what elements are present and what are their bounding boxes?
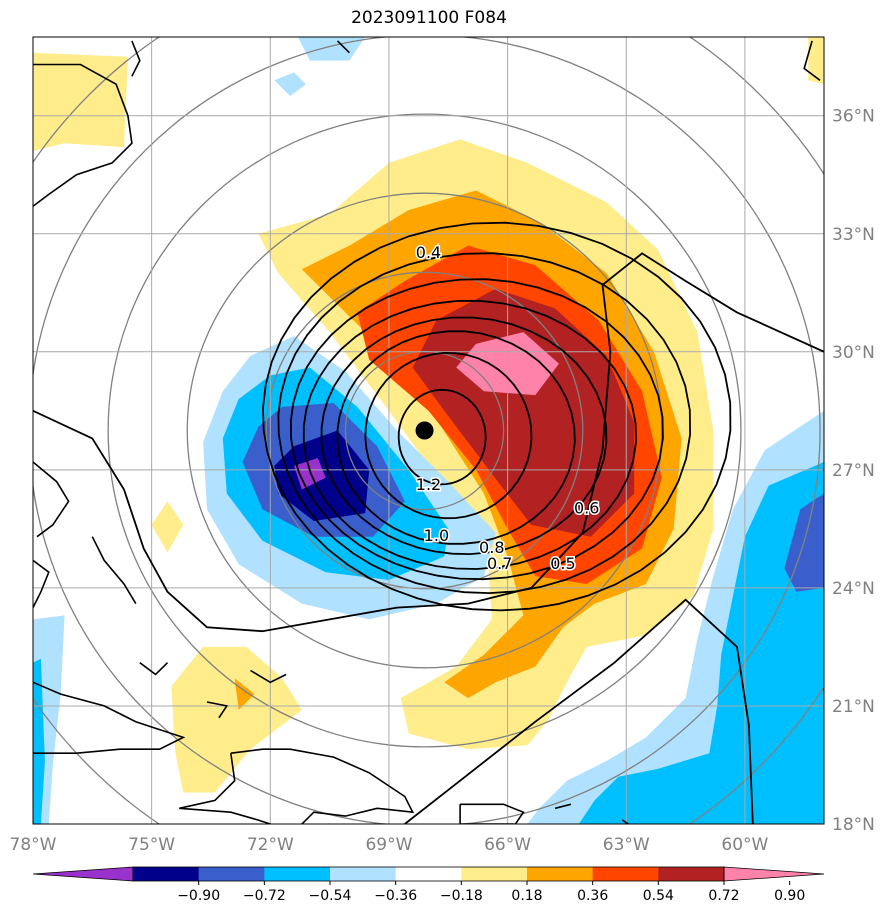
coastline-5: [91, 536, 137, 605]
colorbar-extend-high: [723, 866, 825, 882]
contour-ring-5: [302, 299, 637, 570]
range-rings: [33, 37, 824, 824]
anomaly-region-15: [294, 458, 326, 490]
colorbar-tick-label: −0.54: [309, 888, 352, 904]
colorbar-tick-label: 0.54: [643, 888, 674, 904]
contour-ring-8: [262, 221, 732, 612]
coastline-11: [459, 803, 525, 824]
lon-tick-label: 75°W: [128, 835, 175, 855]
map-frame: [32, 36, 825, 825]
coastline-12: [554, 803, 572, 810]
lat-tick-label: 33°N: [832, 225, 875, 245]
contour-label: 0.4: [416, 243, 441, 262]
contour-labels: 0.4 1.2 1.0 0.80.7 0.5 0.6: [414, 241, 601, 574]
colorbar-tick-label: −0.72: [243, 888, 286, 904]
colorbar-segment: [198, 867, 265, 881]
anomaly-region-9: [151, 501, 184, 553]
anomaly-region-10: [808, 37, 824, 85]
contour-ring-3: [336, 330, 576, 545]
lon-tick-label: 60°W: [721, 835, 768, 855]
coastline-1: [33, 63, 133, 207]
coastlines: [33, 40, 821, 863]
pressure-contours: [33, 221, 824, 824]
lat-tick-label: 18°N: [832, 815, 875, 835]
lat-tick-label: 24°N: [832, 579, 875, 599]
map-plot-area: [33, 37, 824, 863]
coastline-6: [139, 662, 169, 676]
coastline-4: [33, 559, 50, 608]
range-ring-5: [33, 37, 821, 824]
lon-tick-label: 72°W: [247, 835, 294, 855]
contour-label: 1.0: [424, 526, 449, 545]
anomaly-region-22: [274, 72, 306, 96]
lon-tick-label: 66°W: [484, 835, 531, 855]
contour-label: 0.5: [550, 554, 575, 573]
lon-tick-label: 63°W: [603, 835, 650, 855]
contour-label: 0.6: [574, 499, 599, 518]
gridlines: [33, 37, 824, 824]
lon-tick-label: 78°W: [10, 835, 57, 855]
coastline-14: [670, 859, 678, 863]
lat-tick-label: 36°N: [832, 107, 875, 127]
coastline-10: [179, 748, 415, 824]
contour-open-2: [404, 598, 754, 824]
lon-tick-label: 69°W: [365, 835, 412, 855]
colorbar: −0.90 −0.72 −0.54 −0.36 −0.18 0.18 0.36 0.54 0.7…: [32, 866, 825, 904]
contour-label: 0.7: [487, 554, 512, 573]
contour-label: 1.2: [416, 475, 441, 494]
colorbar-tick-label: 0.18: [511, 888, 542, 904]
colorbar-tick-label: 0.72: [708, 888, 739, 904]
colorbar-outline: [132, 866, 725, 882]
colorbar-tick-label: −0.18: [440, 888, 483, 904]
colorbar-segment: [592, 867, 659, 881]
colorbar-segment: [461, 867, 528, 881]
contour-open-1: [33, 252, 824, 633]
contour-ring-1: [397, 388, 487, 486]
coastline-2: [131, 40, 141, 77]
coastline-3: [33, 461, 70, 538]
colorbar-tick-label: −0.36: [374, 888, 417, 904]
anomaly-region-4: [412, 288, 635, 537]
latitude-ticks: 18°N 21°N 24°N 27°N 30°N 33°N 36°N: [832, 107, 875, 835]
anomaly-region-8: [234, 678, 255, 710]
lat-tick-label: 21°N: [832, 697, 875, 717]
colorbar-tick-label: 0.90: [774, 888, 805, 904]
range-ring-3: [186, 192, 663, 669]
contour-ring-7: [277, 252, 692, 595]
colorbar-segment: [264, 867, 331, 881]
anomaly-region-23: [483, 690, 548, 718]
colorbar-extend-low: [32, 866, 134, 882]
longitude-ticks: 78°W 75°W 72°W 69°W 66°W 63°W 60°W: [10, 835, 769, 855]
colorbar-tick-label: −0.90: [177, 888, 220, 904]
colorbar-segment: [658, 867, 725, 881]
coastline-15: [336, 40, 350, 54]
contour-label: 0.8: [479, 538, 504, 557]
range-ring-2: [265, 271, 584, 590]
map-title: 2023091100 F084: [351, 8, 507, 28]
colorbar-segment: [527, 867, 594, 881]
coastline-9: [33, 681, 186, 754]
coastline-7: [206, 701, 229, 719]
anomaly-region-21: [33, 658, 45, 824]
coastline-13: [621, 819, 630, 824]
contour-ring-4: [320, 316, 608, 556]
anomaly-region-17: [578, 462, 824, 824]
colorbar-segment: [330, 867, 397, 881]
colorbar-segment: [133, 867, 200, 881]
contour-ring-6: [289, 278, 664, 581]
anomaly-region-7: [171, 646, 302, 793]
coastline-16: [803, 40, 821, 81]
colorbar-segment: [395, 867, 462, 881]
lat-tick-label: 27°N: [832, 461, 875, 481]
contour-ring-2: [364, 351, 533, 520]
coastline-8: [250, 669, 287, 684]
anomaly-region-6: [33, 52, 128, 152]
lat-tick-label: 30°N: [832, 343, 875, 363]
range-ring-4: [107, 113, 742, 748]
storm-center-marker: [415, 421, 434, 440]
colorbar-tick-label: 0.36: [577, 888, 608, 904]
